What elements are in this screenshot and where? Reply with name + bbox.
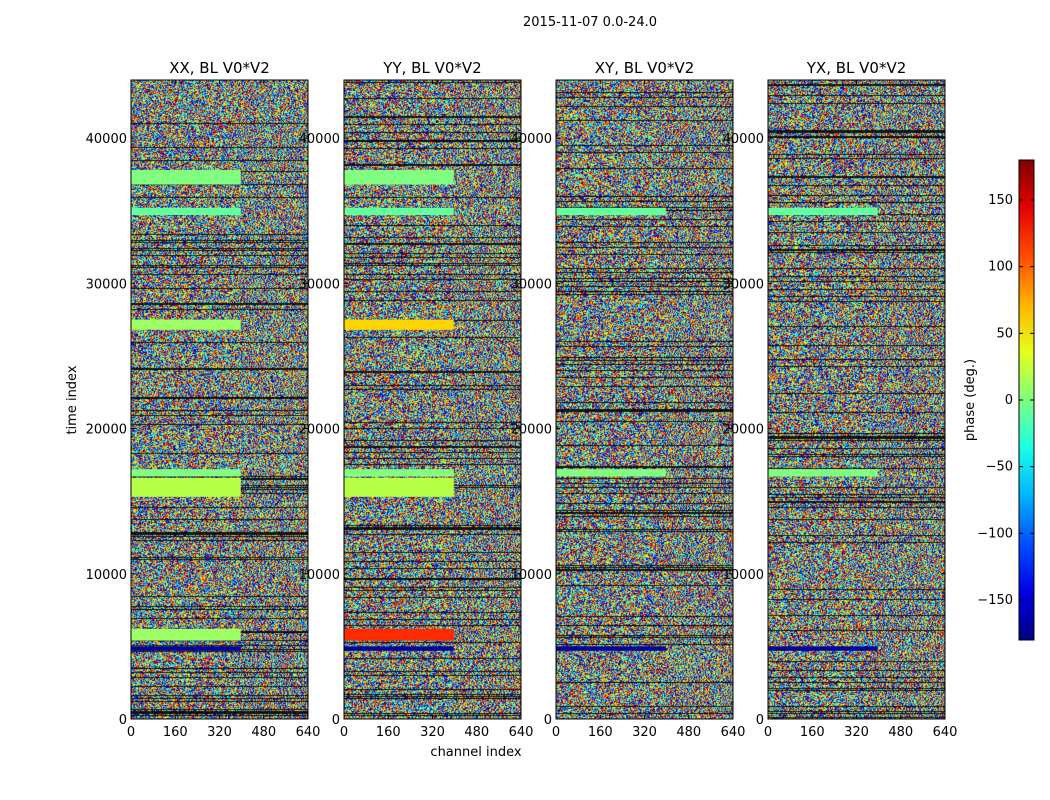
y-tick-label: 10000 xyxy=(299,568,340,583)
x-tick-label: 480 xyxy=(888,725,913,740)
panel-title: XX, BL V0*V2 xyxy=(169,59,270,77)
colorbar-tick-label: 100 xyxy=(988,260,1013,275)
heatmap-band xyxy=(344,319,454,330)
heatmap-band xyxy=(344,628,454,641)
y-tick-label: 0 xyxy=(119,713,127,728)
heatmap-band xyxy=(344,469,454,477)
colorbar-tick-label: −150 xyxy=(977,593,1013,608)
y-tick-label: 30000 xyxy=(511,277,552,292)
x-tick-label: 480 xyxy=(464,725,489,740)
x-tick-label: 640 xyxy=(296,725,321,740)
y-tick-label: 0 xyxy=(544,713,552,728)
heatmap-band xyxy=(344,477,454,497)
heatmap-band xyxy=(344,170,454,185)
x-axis-label: channel index xyxy=(430,745,521,760)
x-tick-label: 0 xyxy=(552,725,560,740)
colorbar-tick-label: −100 xyxy=(977,526,1013,541)
y-tick-label: 20000 xyxy=(723,423,764,438)
colorbar-tick-label: 50 xyxy=(996,326,1013,341)
y-tick-label: 10000 xyxy=(511,568,552,583)
heatmap-image xyxy=(556,80,733,719)
heatmap-band xyxy=(768,469,878,477)
y-tick-label: 20000 xyxy=(299,423,340,438)
heatmap-band xyxy=(556,207,666,216)
y-tick-label: 40000 xyxy=(86,132,127,147)
y-tick-label: 30000 xyxy=(86,277,127,292)
panel-title: XY, BL V0*V2 xyxy=(595,59,695,77)
x-tick-label: 320 xyxy=(844,725,869,740)
x-tick-label: 160 xyxy=(376,725,401,740)
colorbar: 150 100 50 0 −50 −100 −150 phase (deg.) xyxy=(963,159,1035,641)
panel-4: YX, BL V0*V2 0 160 320 480 640 0 10000 20000 3000… xyxy=(723,59,958,740)
colorbar-tick-label: 150 xyxy=(988,193,1013,208)
heatmap-image xyxy=(768,80,945,719)
y-tick-label: 10000 xyxy=(723,568,764,583)
colorbar-tick-label: −50 xyxy=(986,460,1013,475)
x-tick-label: 160 xyxy=(163,725,188,740)
x-tick-label: 0 xyxy=(340,725,348,740)
x-tick-label: 640 xyxy=(721,725,746,740)
x-tick-label: 320 xyxy=(632,725,657,740)
colorbar-tick-label: 0 xyxy=(1005,393,1013,408)
heatmap-band xyxy=(131,207,241,216)
heatmap-band xyxy=(556,646,666,651)
heatmap-band xyxy=(768,207,878,216)
y-tick-label: 30000 xyxy=(723,277,764,292)
x-tick-label: 0 xyxy=(764,725,772,740)
x-tick-label: 320 xyxy=(420,725,445,740)
x-tick-label: 640 xyxy=(933,725,958,740)
heatmap-band xyxy=(768,646,878,651)
x-tick-label: 640 xyxy=(509,725,534,740)
figure-suptitle: 2015-11-07 0.0-24.0 xyxy=(523,15,657,30)
x-tick-label: 480 xyxy=(676,725,701,740)
y-tick-label: 40000 xyxy=(299,132,340,147)
y-tick-label: 40000 xyxy=(723,132,764,147)
y-tick-label: 20000 xyxy=(511,423,552,438)
x-tick-label: 320 xyxy=(207,725,232,740)
heatmap-band xyxy=(131,469,241,477)
x-tick-label: 160 xyxy=(588,725,613,740)
y-tick-label: 20000 xyxy=(86,423,127,438)
heatmap-band xyxy=(131,170,241,185)
heatmap-band xyxy=(131,319,241,330)
heatmap-band xyxy=(344,207,454,216)
y-tick-label: 30000 xyxy=(299,277,340,292)
y-tick-label: 40000 xyxy=(511,132,552,147)
x-tick-label: 480 xyxy=(251,725,276,740)
heatmap-band xyxy=(131,646,241,651)
heatmap-band xyxy=(131,477,241,497)
y-tick-label: 0 xyxy=(332,713,340,728)
panel-2: YY, BL V0*V2 0 160 320 480 640 0 10000 20000 3000… xyxy=(299,59,534,740)
panel-1: XX, BL V0*V2 0 160 320 480 640 0 10000 20000 3000… xyxy=(86,59,321,740)
heatmap-band xyxy=(556,469,666,477)
heatmap-image xyxy=(131,80,308,719)
colorbar-label: phase (deg.) xyxy=(963,359,978,441)
heatmap-band xyxy=(344,646,454,651)
panels: XX, BL V0*V2 0 160 320 480 640 0 10000 20000 3000… xyxy=(86,59,958,740)
panel-title: YY, BL V0*V2 xyxy=(382,59,481,77)
panel-title: YX, BL V0*V2 xyxy=(806,59,907,77)
y-tick-label: 0 xyxy=(756,713,764,728)
y-tick-label: 10000 xyxy=(86,568,127,583)
panel-3: XY, BL V0*V2 0 160 320 480 640 0 10000 20000 3000… xyxy=(511,59,746,740)
y-axis-label: time index xyxy=(65,365,80,434)
x-tick-label: 160 xyxy=(800,725,825,740)
x-tick-label: 0 xyxy=(127,725,135,740)
heatmap-band xyxy=(131,628,241,641)
heatmap-image xyxy=(344,80,521,719)
